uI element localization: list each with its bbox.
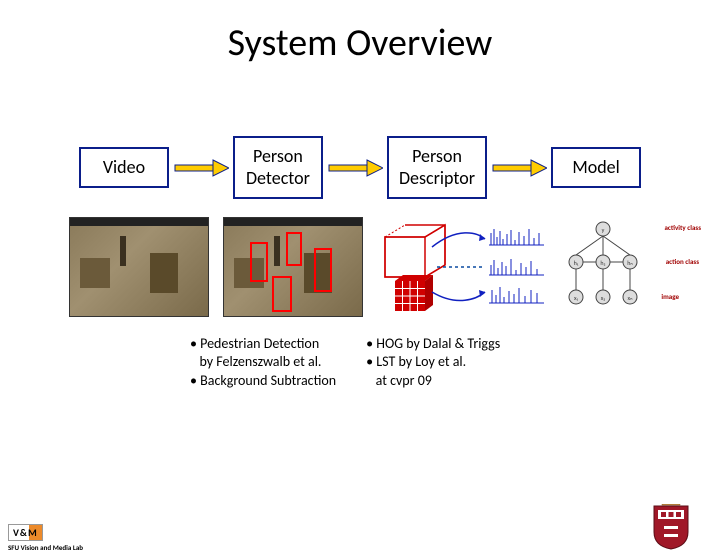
flow-box-descriptor: Person Descriptor <box>387 136 487 199</box>
flow-box-detector: Person Detector <box>233 136 323 199</box>
bullets-col-descriptor: • HOG by Dalal & Triggs • LST by Loy et … <box>366 335 500 390</box>
arrow-icon <box>327 158 383 178</box>
illustration-row: y h₁ h₂ hₙ x₁ x₂ xₙ activity class actio… <box>0 217 720 317</box>
svg-text:hₙ: hₙ <box>627 259 633 267</box>
detection-box <box>286 232 302 266</box>
bullet-line: • LST by Loy et al. <box>366 353 500 371</box>
model-label-activity: activity class <box>664 223 701 232</box>
university-crest-icon <box>652 504 690 550</box>
bullet-line: at cvpr 09 <box>366 372 500 390</box>
model-label-image: image <box>661 292 679 301</box>
bullet-line: • Pedestrian Detection <box>190 335 336 353</box>
model-label-action: action class <box>666 257 699 266</box>
svg-text:x₁: x₁ <box>574 294 579 302</box>
detector-frame-image <box>223 217 363 317</box>
svg-text:h₂: h₂ <box>600 259 605 267</box>
svg-text:xₙ: xₙ <box>628 294 634 302</box>
arrow-icon <box>491 158 547 178</box>
detection-box <box>272 276 292 312</box>
lab-footer: V&M SFU Vision and Media Lab <box>8 524 83 552</box>
svg-text:h₁: h₁ <box>574 259 579 267</box>
detection-box <box>250 242 268 282</box>
svg-text:y: y <box>602 226 605 234</box>
bullets-col-detector: • Pedestrian Detection by Felzenszwalb e… <box>190 335 336 390</box>
video-frame-image <box>69 217 209 317</box>
arrow-icon <box>173 158 229 178</box>
bullet-line: • Background Subtraction <box>190 372 336 390</box>
bullet-line: by Felzenszwalb et al. <box>190 353 336 371</box>
descriptor-diagram <box>377 217 547 317</box>
flow-diagram: Video Person Detector Person Descriptor … <box>0 136 720 199</box>
svg-text:x₂: x₂ <box>601 294 606 302</box>
slide-title: System Overview <box>0 20 720 66</box>
flow-box-model: Model <box>551 147 641 189</box>
vm-logo: V&M <box>8 524 43 541</box>
bullet-line: • HOG by Dalal & Triggs <box>366 335 500 353</box>
model-graph: y h₁ h₂ hₙ x₁ x₂ xₙ activity class actio… <box>561 217 651 317</box>
detection-box <box>314 248 332 292</box>
bullets: • Pedestrian Detection by Felzenszwalb e… <box>0 335 720 390</box>
flow-box-video: Video <box>79 147 169 189</box>
lab-name: SFU Vision and Media Lab <box>8 543 83 552</box>
